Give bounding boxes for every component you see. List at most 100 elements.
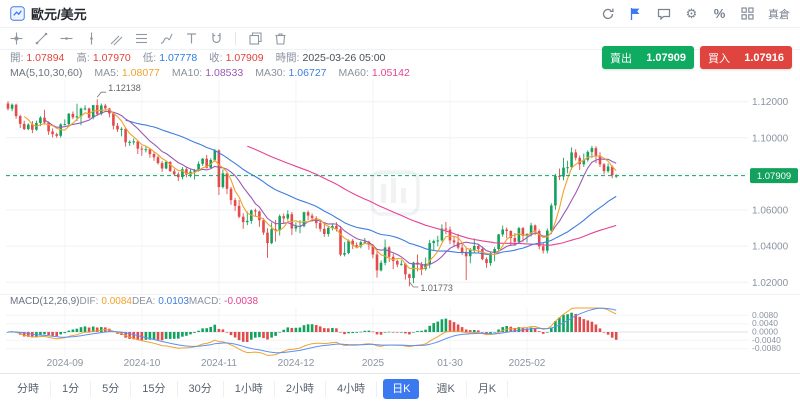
x-axis-label: 01-30 [437, 358, 463, 369]
ma60-label: MA60: [338, 66, 369, 79]
x-axis-label: 2025 [361, 358, 385, 369]
macd-tick-label: 0.0040 [752, 318, 778, 328]
parallel-channel-icon[interactable] [108, 31, 124, 47]
low-annotation: 1.01773 [420, 283, 453, 293]
sell-label: 賣出 [610, 52, 632, 65]
dea-line [7, 307, 617, 354]
price-chart[interactable]: 1.020001.040001.060001.080001.100001.120… [0, 80, 800, 294]
ma60-line [247, 145, 617, 246]
trade-buttons: 賣出 1.07909 買入 1.07916 [602, 46, 792, 69]
macd-tick-label: -0.0080 [752, 343, 781, 353]
price-tick-label: 1.10000 [752, 133, 789, 144]
sell-button[interactable]: 賣出 1.07909 [602, 46, 694, 69]
trendline-icon[interactable] [33, 31, 49, 47]
text-tool-icon[interactable] [183, 31, 199, 47]
refresh-icon[interactable] [600, 6, 615, 21]
header-actions: ⚙ % 真倉 [600, 6, 790, 22]
sell-price: 1.07909 [646, 51, 686, 64]
x-axis-label: 2024-09 [46, 358, 84, 369]
toolbar-divider [235, 32, 236, 45]
crosshair-icon[interactable] [8, 31, 24, 47]
tab-15min[interactable]: 15分 [131, 380, 178, 397]
ma30-label: MA30: [255, 66, 286, 79]
price-tick-label: 1.04000 [752, 242, 789, 253]
ma-title: MA(5,10,30,60) [10, 66, 83, 79]
instrument-icon [10, 6, 25, 21]
macd-tick-label: 0.0000 [752, 327, 778, 337]
x-axis-label: 2024-10 [123, 358, 161, 369]
x-axis-label: 2025-02 [508, 358, 546, 369]
high-label: 高: [76, 52, 90, 64]
time-value: 2025-03-26 05:00 [302, 51, 386, 64]
macd-title: MACD(12,26,9) [10, 295, 80, 307]
macd-value: -0.0038 [224, 295, 259, 307]
x-axis: 2024-09 2024-10 2024-11 2024-12 2025 01-30 202… [0, 357, 800, 373]
x-axis-label: 2024-11 [201, 358, 237, 369]
macd-legend-row: MACD(12,26,9) DIF: 0.0084 DEA: 0.0103 MA… [0, 294, 800, 307]
tab-daily[interactable]: 日K [383, 378, 420, 399]
macd-tick-label: -0.0040 [752, 335, 781, 345]
buy-label: 買入 [708, 52, 730, 65]
ma60-value: 1.05142 [371, 66, 410, 79]
price-tick-label: 1.06000 [752, 206, 789, 217]
open-label: 開: [10, 52, 24, 64]
svg-text:1.07909: 1.07909 [757, 171, 791, 182]
delete-drawings-icon[interactable] [272, 31, 288, 47]
price-tick-label: 1.02000 [752, 278, 789, 289]
dea-value: 0.0103 [158, 295, 189, 307]
ma30-value: 1.06727 [288, 66, 327, 79]
fibonacci-icon[interactable] [133, 31, 149, 47]
tab-5min[interactable]: 5分 [91, 380, 132, 397]
tab-timeshare[interactable]: 分時 [6, 380, 51, 397]
ma5-line [23, 108, 617, 271]
grid-apps-icon[interactable] [740, 6, 755, 21]
tab-2hour[interactable]: 2小時 [275, 380, 326, 397]
comment-icon[interactable] [656, 6, 671, 21]
macd-value-label: MACD: [188, 295, 222, 307]
candles-layer [6, 99, 618, 287]
ma10-line [44, 110, 617, 267]
quote-row: 開: 1.07894 高: 1.07970 低: 1.07778 收: 1.07… [0, 50, 800, 65]
close-label: 收: [209, 52, 223, 64]
objects-layers-icon[interactable] [247, 31, 263, 47]
tab-1hour[interactable]: 1小時 [224, 380, 275, 397]
timeframe-bar: 分時 1分 5分 15分 30分 1小時 2小時 4小時 日K 週K 月K [0, 373, 800, 403]
ma10-label: MA10: [171, 66, 203, 79]
dif-label: DIF: [79, 295, 99, 307]
high-value: 1.07970 [92, 51, 131, 64]
flag-icon[interactable] [628, 6, 643, 21]
tab-4hour[interactable]: 4小時 [326, 380, 378, 397]
dif-line [7, 307, 617, 356]
close-value: 1.07909 [225, 51, 264, 64]
current-price-badge: 1.07909 [750, 168, 798, 184]
tab-1min[interactable]: 1分 [51, 380, 92, 397]
x-axis-label: 2024-12 [277, 358, 315, 369]
symbol-title: 歐元/美元 [31, 7, 87, 22]
vertical-line-icon[interactable] [83, 31, 99, 47]
watermark [370, 170, 420, 216]
ma30-line [125, 119, 617, 256]
ma10-value: 1.08533 [205, 66, 244, 79]
percent-icon[interactable]: % [713, 6, 726, 21]
horizontal-line-icon[interactable] [58, 31, 74, 47]
magnet-icon[interactable] [208, 31, 224, 47]
drawing-toolbar [0, 28, 800, 50]
low-value: 1.07778 [159, 51, 198, 64]
real-account-label[interactable]: 真倉 [768, 8, 790, 21]
ma-legend-row: MA(5,10,30,60) MA5: 1.08077 MA10: 1.0853… [0, 65, 800, 80]
price-tick-label: 1.12000 [752, 97, 789, 108]
brush-icon[interactable] [158, 31, 174, 47]
dif-value: 0.0084 [101, 295, 132, 307]
high-annotation: 1.12138 [108, 83, 141, 93]
time-label: 時間: [275, 52, 300, 64]
settings-gear-icon[interactable]: ⚙ [685, 5, 698, 21]
tab-monthly[interactable]: 月K [467, 380, 509, 397]
buy-price: 1.07916 [744, 51, 784, 64]
open-value: 1.07894 [26, 51, 65, 64]
low-label: 低: [142, 52, 157, 64]
tab-30min[interactable]: 30分 [178, 380, 224, 397]
tab-weekly[interactable]: 週K [425, 380, 467, 397]
buy-button[interactable]: 買入 1.07916 [700, 46, 792, 69]
